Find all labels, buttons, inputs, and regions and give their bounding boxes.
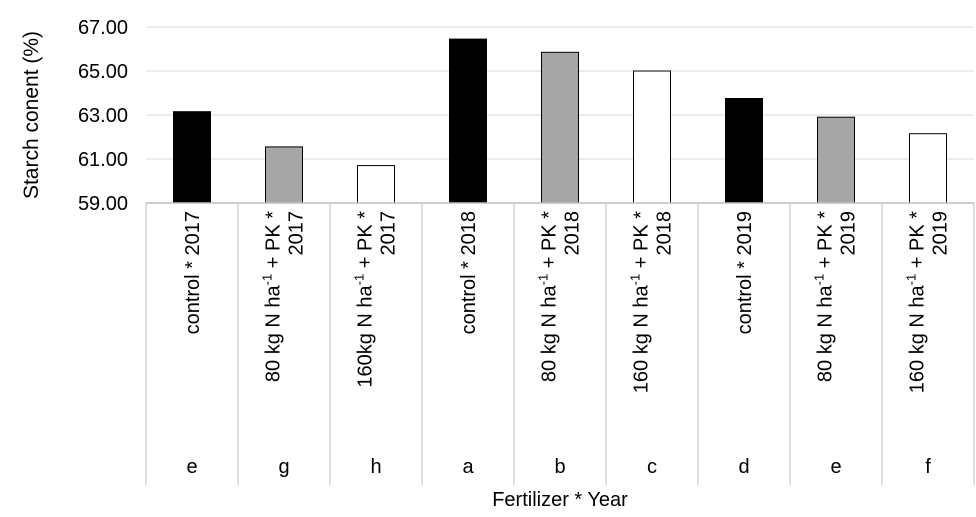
- x-category-label-text: 160kg N ha: [355, 285, 377, 388]
- significance-letter: c: [647, 456, 657, 478]
- x-category-label-text: 160 kg N ha: [631, 285, 653, 394]
- axes: [145, 202, 975, 485]
- x-category-label: 2017: [286, 211, 308, 256]
- x-category-label: control * 2017: [182, 211, 204, 334]
- y-tick-label: 61.00: [78, 149, 128, 171]
- x-category-label-sup: -1: [536, 274, 551, 286]
- x-category-label: 160 kg N ha-1 + PK *: [628, 211, 653, 393]
- x-category-label-text: 2019: [838, 211, 860, 256]
- x-category-labels: control * 2017 80 kg N ha-1 + PK * 2017160…: [182, 211, 952, 393]
- x-category-label: 80 kg N ha-1 + PK *: [812, 211, 837, 382]
- y-tick-label: 59.00: [78, 193, 128, 215]
- x-category-label-text: control * 2019: [734, 211, 756, 334]
- x-category-label-text: control * 2018: [458, 211, 480, 334]
- x-category-label-text: 80 kg N ha: [263, 285, 285, 383]
- x-category-label: 160 kg N ha-1 + PK *: [904, 211, 929, 393]
- x-category-label-text: 160 kg N ha: [907, 285, 929, 394]
- bar-8: [817, 116, 855, 204]
- x-category-label: 2018: [654, 211, 676, 256]
- bar-4: [449, 38, 487, 204]
- bar-9: [909, 133, 947, 204]
- x-category-label-sup: -1: [904, 274, 919, 286]
- significance-letter: d: [738, 456, 749, 478]
- x-category-label: 80 kg N ha-1 + PK *: [260, 211, 285, 382]
- x-category-label-text: 80 kg N ha: [815, 285, 837, 383]
- x-category-label-text: 2017: [378, 211, 400, 256]
- x-category-label-text: 2018: [562, 211, 584, 256]
- x-category-label-text: 2019: [930, 211, 952, 256]
- x-category-label: 160kg N ha-1 + PK *: [352, 211, 377, 388]
- bar-3: [357, 165, 395, 204]
- x-category-label-sup: -1: [352, 274, 367, 286]
- y-tick-label: 63.00: [78, 105, 128, 127]
- significance-letter: a: [462, 456, 474, 478]
- x-category-label-text: + PK *: [355, 211, 377, 274]
- significance-letter: h: [370, 456, 381, 478]
- significance-letter: e: [186, 456, 197, 478]
- x-category-label: 80 kg N ha-1 + PK *: [536, 211, 561, 382]
- x-category-label-text: + PK *: [631, 211, 653, 274]
- y-axis-label: Starch conent (%): [20, 31, 43, 199]
- x-category-label: 2018: [562, 211, 584, 256]
- bar-6: [633, 70, 671, 204]
- x-category-label-text: + PK *: [539, 211, 561, 274]
- x-category-label: 2017: [378, 211, 400, 256]
- x-category-label-sup: -1: [260, 274, 275, 286]
- y-tick-label: 67.00: [78, 17, 128, 39]
- x-category-label: control * 2018: [458, 211, 480, 334]
- x-category-label: control * 2019: [734, 211, 756, 334]
- x-axis-label: Fertilizer * Year: [492, 489, 628, 511]
- significance-letter: f: [925, 456, 931, 478]
- x-category-label-text: + PK *: [907, 211, 929, 274]
- x-category-label-sup: -1: [812, 274, 827, 286]
- significance-letter: e: [830, 456, 841, 478]
- bar-2: [265, 146, 303, 204]
- x-category-label-text: 80 kg N ha: [539, 285, 561, 383]
- bar-5: [541, 51, 579, 204]
- significance-letter: b: [554, 456, 565, 478]
- x-category-label-text: 2017: [286, 211, 308, 256]
- bars: [173, 38, 947, 204]
- bar-1: [173, 111, 211, 204]
- y-tick-labels: 59.00 61.00 63.00 65.00 67.00: [78, 17, 128, 215]
- x-category-label: 2019: [930, 211, 952, 256]
- x-category-label-text: control * 2017: [182, 211, 204, 334]
- x-category-label: 2019: [838, 211, 860, 256]
- x-category-label-text: + PK *: [815, 211, 837, 274]
- x-category-label-text: + PK *: [263, 211, 285, 274]
- x-category-label-sup: -1: [628, 274, 643, 286]
- x-category-label-text: 2018: [654, 211, 676, 256]
- significance-letter: g: [278, 456, 289, 478]
- y-tick-label: 65.00: [78, 61, 128, 83]
- bar-7: [725, 98, 763, 204]
